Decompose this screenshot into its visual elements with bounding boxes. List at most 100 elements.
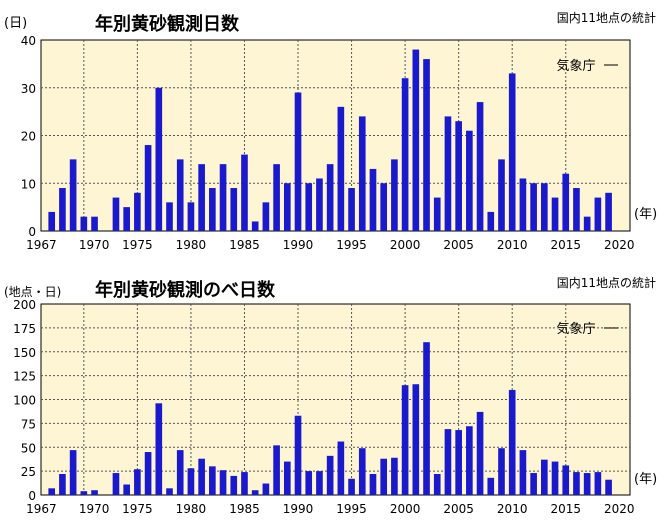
bar-1991 (305, 471, 313, 495)
bar-2015 (562, 173, 570, 231)
y-tick-label: 0 (28, 225, 36, 239)
bar-1998 (380, 183, 388, 231)
bar-1978 (166, 488, 173, 495)
bar-1988 (273, 445, 280, 495)
bar-2012 (530, 183, 537, 231)
x-tick-label: 2010 (497, 238, 528, 252)
bar-1978 (166, 202, 173, 231)
bar-1981 (198, 458, 205, 495)
bar-2008 (487, 477, 495, 495)
y-tick-labels: 0 25 50 75 100 125 150 175 200 (13, 298, 36, 503)
bar-2003 (433, 197, 441, 231)
y-tick-label: 25 (21, 465, 36, 479)
bar-2018 (594, 197, 602, 231)
y-tick-label: 20 (21, 130, 36, 144)
bar-1967 (48, 211, 56, 231)
x-tick-label: 1967 (26, 502, 57, 516)
bar-2006 (466, 426, 473, 495)
bar-2012 (530, 473, 537, 495)
x-axis-label: (年) (634, 472, 657, 487)
bar-1996 (358, 448, 366, 495)
x-tick-label: 1985 (229, 238, 260, 252)
bar-1979 (176, 159, 184, 231)
chart-annual-days: (日) 年別黄砂観測日数 国内11地点の統計 0 10 20 30 40 1967 197… (4, 10, 657, 252)
chart-annual-station-days: (地点・日) 年別黄砂観測のべ日数 国内11地点の統計 0 25 50 75 100 12… (4, 275, 657, 516)
bar-1993 (326, 164, 334, 231)
bar-1985 (241, 154, 248, 231)
plot-area (40, 303, 631, 496)
x-tick-label: 1980 (176, 502, 207, 516)
bar-2003 (433, 473, 441, 495)
bar-1977 (155, 403, 163, 495)
x-tick-label: 1967 (26, 238, 57, 252)
bar-1993 (326, 455, 334, 495)
bar-1983 (219, 164, 227, 231)
chart-subtitle: 国内11地点の統計 (557, 10, 656, 25)
y-tick-label: 0 (28, 489, 36, 503)
x-tick-label: 2015 (550, 238, 581, 252)
bar-2014 (551, 461, 559, 495)
bar-2014 (551, 197, 559, 231)
y-tick-label: 100 (13, 394, 36, 408)
bar-1992 (316, 178, 323, 231)
bar-2006 (466, 130, 473, 231)
bar-1989 (283, 183, 291, 231)
bar-1994 (337, 441, 345, 495)
chart-title: 年別黄砂観測のべ日数 (95, 279, 276, 301)
bar-1983 (219, 470, 227, 495)
bar-1973 (112, 473, 120, 495)
bar-1982 (209, 466, 216, 495)
x-tick-label: 1990 (283, 238, 314, 252)
bars (48, 342, 612, 495)
bar-2010 (508, 73, 516, 231)
bar-1984 (230, 188, 238, 231)
bar-1985 (241, 472, 248, 495)
y-tick-label: 30 (21, 82, 36, 96)
bar-1975 (134, 469, 141, 495)
bar-2017 (583, 473, 591, 495)
bar-1991 (305, 183, 313, 231)
x-tick-label: 2000 (390, 502, 421, 516)
bar-2013 (541, 459, 548, 495)
bar-2009 (498, 448, 505, 495)
bar-2019 (605, 479, 612, 495)
bar-2000 (401, 385, 409, 495)
source-label: 気象庁 (556, 58, 595, 74)
bar-1980 (187, 202, 195, 231)
bar-1981 (198, 164, 205, 231)
bar-1992 (316, 471, 323, 495)
bar-1973 (112, 197, 120, 231)
x-tick-label: 1985 (229, 502, 260, 516)
bar-1987 (262, 483, 270, 495)
bar-1968 (59, 473, 66, 495)
x-tick-label: 2020 (604, 238, 635, 252)
y-tick-label: 150 (13, 346, 36, 360)
x-tick-label: 2005 (443, 502, 474, 516)
bar-2010 (508, 389, 516, 495)
bar-2017 (583, 216, 591, 231)
bars (48, 49, 612, 232)
bar-1975 (134, 192, 141, 231)
bar-1986 (251, 221, 259, 231)
x-tick-label: 2015 (550, 502, 581, 516)
bar-1982 (209, 188, 216, 231)
bar-2001 (412, 384, 420, 495)
bar-2008 (487, 211, 495, 231)
bar-2004 (444, 429, 452, 495)
bar-1976 (144, 145, 152, 231)
bar-1999 (391, 159, 398, 231)
y-tick-label: 125 (13, 370, 36, 384)
y-axis-label: (日) (4, 16, 27, 31)
y-tick-labels: 0 10 20 30 40 (21, 34, 36, 239)
x-tick-label: 2000 (390, 238, 421, 252)
bar-1988 (273, 164, 280, 231)
chart-title: 年別黄砂観測日数 (95, 13, 240, 35)
bar-1971 (91, 216, 98, 231)
bar-1970 (80, 491, 88, 495)
bar-2011 (519, 450, 527, 495)
bar-2009 (498, 159, 505, 231)
y-tick-label: 50 (21, 441, 36, 455)
bar-2002 (423, 342, 430, 495)
bar-1969 (69, 159, 77, 231)
bar-1989 (283, 461, 291, 495)
